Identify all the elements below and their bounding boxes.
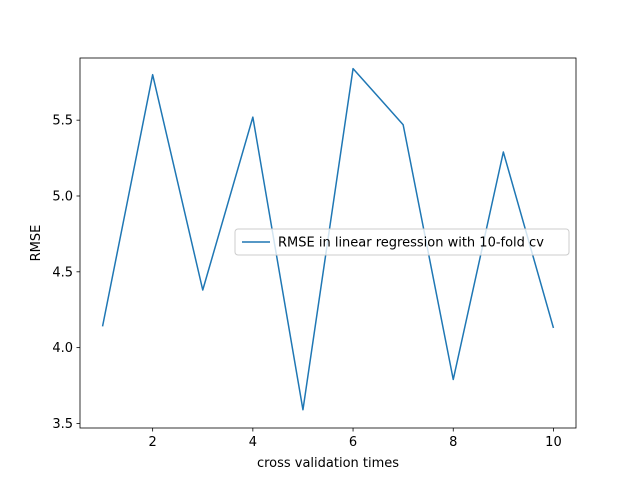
legend-entry-label: RMSE in linear regression with 10-fold c… [278, 236, 544, 251]
y-tick-label: 4.0 [52, 341, 73, 356]
x-axis-label: cross validation times [257, 456, 399, 471]
y-tick-label: 4.5 [52, 265, 73, 280]
y-axis-label: RMSE [29, 225, 44, 262]
y-tick-label: 5.5 [52, 114, 73, 129]
y-tick-label: 3.5 [52, 417, 73, 432]
x-tick-label: 2 [149, 435, 157, 450]
x-tick-label: 6 [349, 435, 357, 450]
x-tick-label: 8 [449, 435, 457, 450]
x-tick-label: 4 [249, 435, 257, 450]
x-tick-label: 10 [545, 435, 562, 450]
legend: RMSE in linear regression with 10-fold c… [235, 229, 569, 255]
y-tick-label: 5.0 [52, 189, 73, 204]
